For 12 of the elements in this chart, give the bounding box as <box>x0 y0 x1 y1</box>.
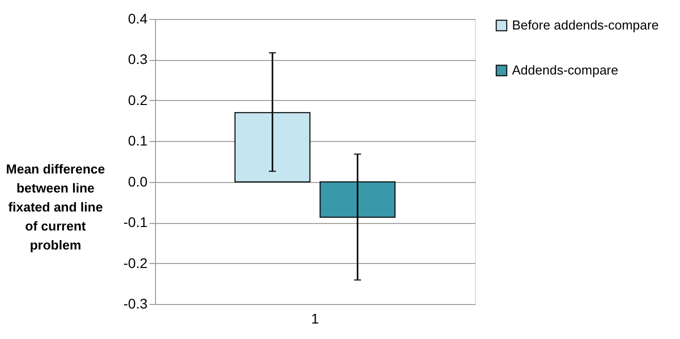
y-tick-label: -0.2 <box>123 254 148 271</box>
y-tick-label: -0.3 <box>123 296 148 312</box>
y-tick-label: 0.0 <box>128 173 148 190</box>
legend-label: Before addends-compare <box>512 18 659 32</box>
y-tick-label: 0.4 <box>128 10 148 26</box>
y-tick-label: 0.2 <box>128 92 148 108</box>
y-axis-title: Mean difference between line fixated and line of current problem <box>6 162 105 252</box>
legend-label: Addends-compare <box>512 62 618 78</box>
y-tick-label: -0.1 <box>123 214 148 230</box>
x-tick-label: 1 <box>311 310 320 326</box>
y-tick-label: 0.1 <box>128 132 148 149</box>
y-tick-label: 0.3 <box>128 51 148 68</box>
